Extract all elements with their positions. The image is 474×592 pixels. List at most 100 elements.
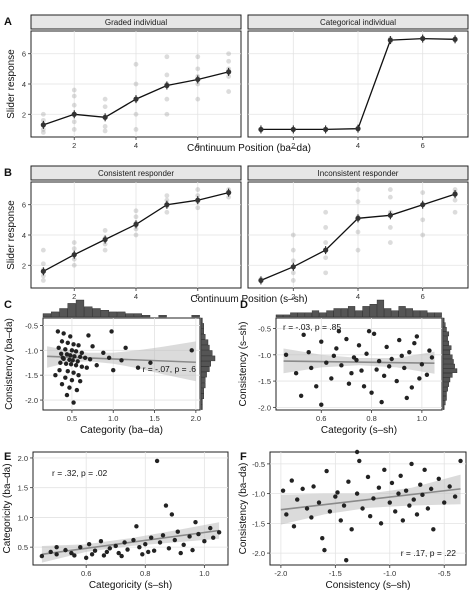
correlation-annotation: r = .32, p = .02 (52, 468, 108, 478)
facet-b-1-x-tick-label: 6 (196, 292, 200, 301)
trial-dot (164, 72, 170, 78)
mean-point (355, 215, 361, 221)
panel-e-x-tick-label: 0.6 (81, 569, 91, 578)
scatter-point (65, 369, 70, 374)
scatter-point (72, 553, 77, 558)
scatter-point (428, 486, 434, 492)
top-histogram-bar (117, 311, 126, 318)
top-histogram-bar (412, 310, 421, 318)
panel-tag-e: E (4, 451, 11, 463)
trial-dot (133, 232, 139, 238)
x-axis-title: Continuum Position (s–sh) (190, 294, 307, 305)
y-axis-title: Slider response (6, 49, 17, 119)
x-axis-title: Categority (s–sh) (321, 425, 397, 436)
scatter-point (68, 362, 74, 367)
scatter-point (458, 458, 463, 464)
facet-a-1-y-tick-label: 4 (22, 80, 26, 89)
scatter-point (107, 546, 113, 551)
trial-dot (71, 246, 77, 252)
x-axis-title: Categority (ba–da) (80, 425, 163, 436)
trial-dot (452, 197, 458, 203)
scatter-point (346, 479, 351, 484)
mean-point (133, 96, 139, 102)
mean-point (133, 221, 139, 227)
facet-b-1-x-tick-label: 2 (72, 292, 76, 301)
scatter-point (398, 473, 403, 478)
panel-c-y-tick-label: -2.0 (25, 396, 38, 405)
scatter-point (346, 381, 352, 386)
scatter-point (54, 552, 59, 557)
scatter-point (84, 365, 89, 370)
facet-a-1-y-tick-label: 6 (22, 50, 26, 59)
scatter-point (189, 348, 194, 353)
scatter-point (306, 349, 311, 355)
trial-dot (420, 232, 426, 238)
trial-dot (290, 270, 296, 276)
scatter-point (319, 402, 324, 407)
trial-dot (323, 209, 329, 215)
scatter-point (431, 527, 436, 532)
scatter-point (86, 541, 92, 547)
panel-d-y-tick-label: -2.0 (258, 403, 271, 412)
scatter-point (122, 540, 127, 545)
right-histogram-bar (442, 345, 452, 351)
scatter-point (354, 449, 360, 455)
top-histogram-bar (304, 312, 312, 318)
confidence-band (283, 348, 435, 374)
scatter-point (419, 362, 425, 367)
trial-dot (195, 193, 201, 199)
trial-dot (164, 96, 170, 102)
mean-point (102, 236, 108, 243)
trial-dot (71, 119, 77, 125)
top-histogram-bar (427, 312, 435, 318)
scatter-point (148, 360, 153, 365)
trial-dot (133, 127, 139, 132)
trial-dot (102, 247, 108, 253)
top-histogram-bar (283, 314, 291, 318)
scatter-point (344, 558, 349, 563)
scatter-point (403, 488, 409, 493)
trial-dot (195, 187, 201, 192)
scatter-point (55, 329, 61, 334)
scatter-point (63, 375, 68, 380)
panel-d: r = -.03, p = .85 0.6 0.8 1.0 -0.5 -1.0 -1.5 -2… (238, 299, 458, 436)
trial-dot (102, 241, 108, 247)
scatter-point (137, 544, 142, 550)
scatter-point (425, 506, 431, 511)
scatter-point (365, 474, 371, 480)
panel-d-x-tick-label: 0.8 (366, 414, 376, 423)
trial-dot (164, 54, 170, 60)
scatter-point (411, 497, 416, 502)
scatter-point (371, 331, 377, 336)
top-histogram-bar (405, 308, 413, 318)
mean-point (164, 202, 170, 208)
mean-point (226, 69, 232, 75)
scatter-point (60, 355, 66, 360)
right-histogram-bar (200, 398, 203, 405)
trial-dot (387, 225, 393, 230)
scatter-point (298, 393, 304, 399)
scatter-point (356, 343, 362, 348)
right-histogram-bar (442, 336, 448, 341)
trial-dot (355, 229, 361, 235)
scatter-point (196, 531, 201, 537)
trial-dot (290, 232, 296, 238)
trial-dot (226, 74, 232, 79)
scatter-point (98, 539, 104, 544)
top-histogram-bar (51, 311, 60, 318)
right-histogram-bar (200, 350, 213, 356)
trial-dot (71, 262, 77, 268)
panel-e-y-tick-label: 0.5 (18, 543, 28, 552)
scatter-point (324, 468, 329, 474)
scatter-point (360, 506, 365, 511)
top-histogram-bar (347, 306, 356, 318)
scatter-point (106, 355, 112, 360)
trial-dot (323, 225, 329, 230)
panel-e: r = .32, p = .02 0.6 0.8 1.0 0.5 1.0 1.5 2.0 Cat… (2, 451, 229, 591)
trial-dot (102, 228, 108, 233)
scatter-point (181, 542, 186, 547)
panel-tag-d: D (240, 299, 248, 311)
facet-b-1: Consistent responder 2 4 6 2 4 6 (22, 165, 242, 301)
mean-point (71, 111, 77, 117)
panel-d-x-tick-label: 1.0 (417, 414, 427, 423)
